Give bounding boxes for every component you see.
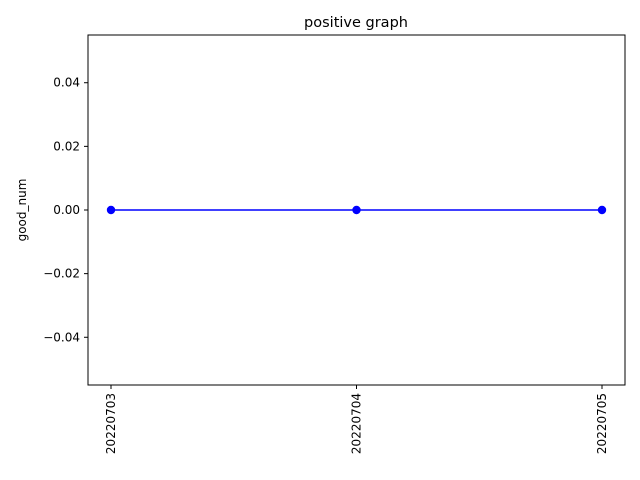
y-tick-label: 0.02 <box>53 139 80 153</box>
y-tick-label: −0.02 <box>43 267 80 281</box>
x-tick-label: 20220704 <box>350 393 364 454</box>
y-axis-label: good_num <box>15 179 29 242</box>
y-tick-label: 0.00 <box>53 203 80 217</box>
data-point <box>352 205 361 215</box>
plot-area: −0.04 −0.02 0.00 0.02 0.04 20220703 20220704 20… <box>43 34 626 454</box>
x-tick-label: 20220705 <box>595 393 609 454</box>
x-tick-label: 20220703 <box>104 393 118 454</box>
chart-title: positive graph <box>304 15 408 31</box>
y-tick-label: −0.04 <box>43 330 80 344</box>
data-point <box>597 205 607 215</box>
y-tick-label: 0.04 <box>53 76 80 90</box>
data-point <box>106 205 116 215</box>
